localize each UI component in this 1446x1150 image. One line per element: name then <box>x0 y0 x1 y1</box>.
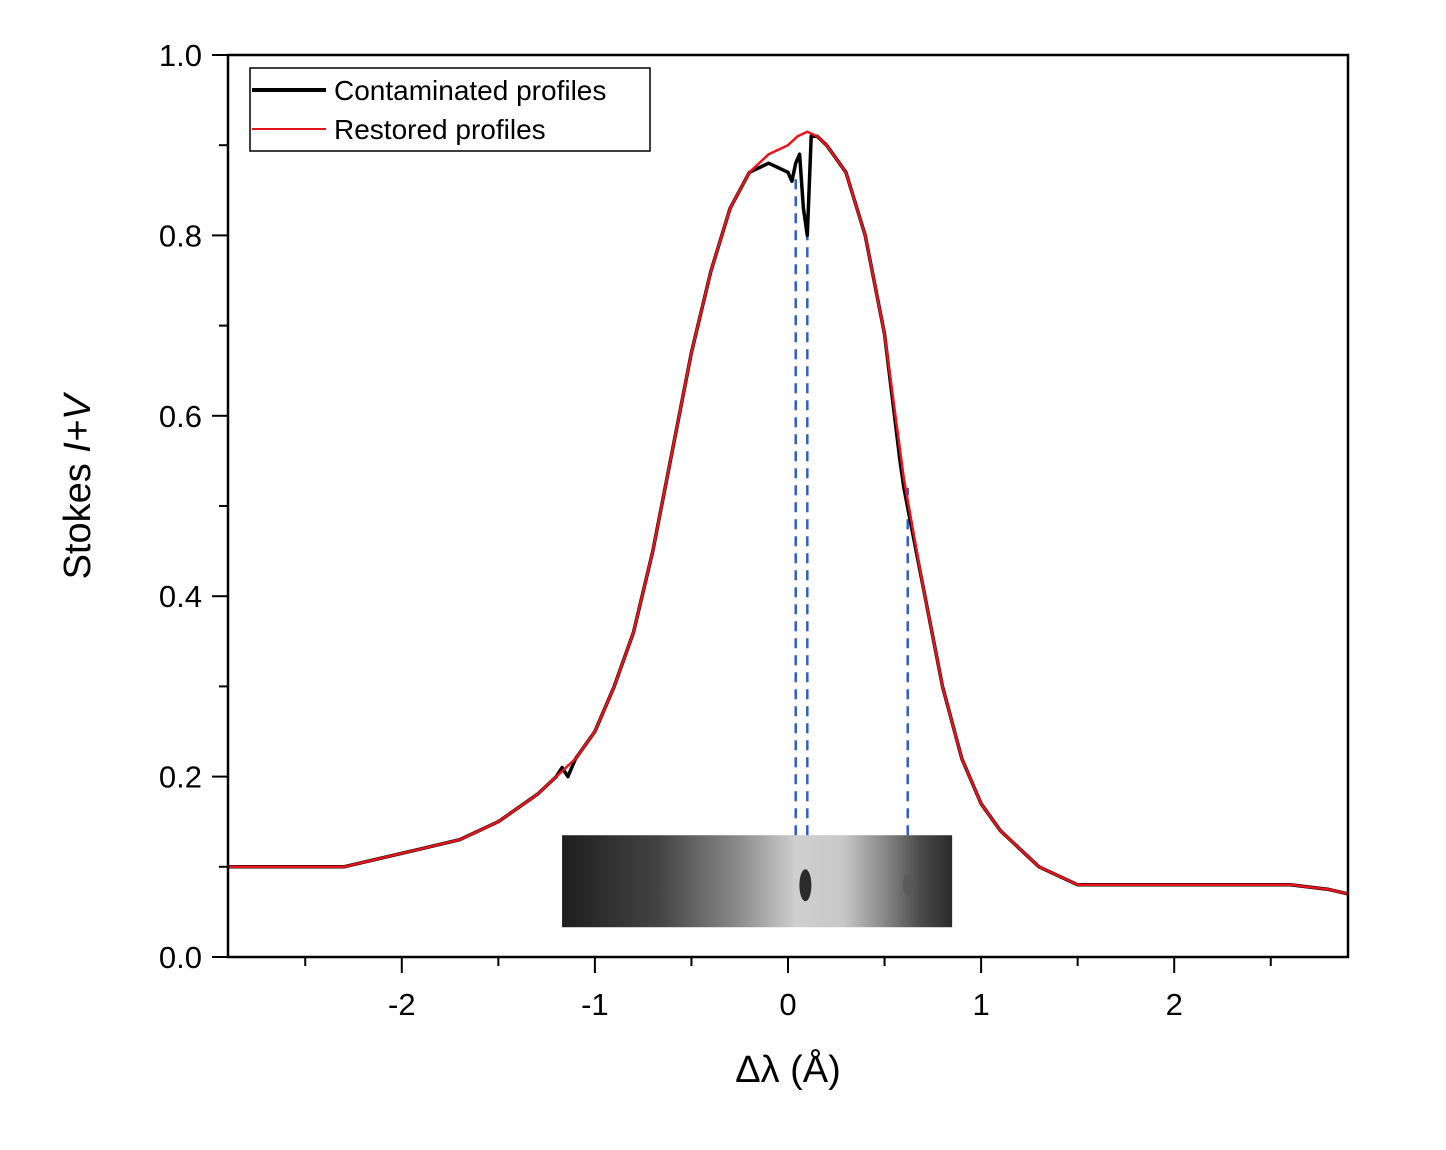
x-axis-ticks: -2 -1 0 1 2 <box>304 957 1272 1022</box>
y-tick-label: 0.2 <box>159 760 202 795</box>
x-tick-label: -1 <box>581 987 609 1022</box>
legend-label-contaminated: Contaminated profiles <box>334 75 606 106</box>
legend: Contaminated profiles Restored profiles <box>249 67 651 152</box>
reference-lines <box>794 172 909 836</box>
spectrum-dark-spot <box>799 869 812 902</box>
spectrum-dark-spot <box>902 874 913 897</box>
legend-label-restored: Restored profiles <box>334 114 546 145</box>
series-line-contaminated <box>228 134 1348 896</box>
legend-box <box>249 67 651 152</box>
y-axis-title: Stokes I+V <box>57 391 99 579</box>
y-tick-label: 0.6 <box>159 399 202 434</box>
plot-frame <box>226 53 1350 959</box>
y-axis-title-prefix: Stokes <box>57 453 99 580</box>
data-series <box>228 130 1348 896</box>
spectrum-inset <box>562 835 953 928</box>
x-axis-title: Δλ (Å) <box>735 1047 841 1091</box>
x-tick-label: 2 <box>1166 987 1183 1022</box>
y-axis-title-italic: I+V <box>57 391 99 453</box>
y-axis-ticks: 0.0 0.2 0.4 0.6 0.8 1.0 <box>159 38 228 975</box>
x-tick-label: -2 <box>388 987 416 1022</box>
y-tick-label: 0.8 <box>159 218 202 253</box>
series-line-restored <box>228 130 1348 896</box>
x-tick-label: 0 <box>779 987 796 1022</box>
spectrum-strip-image <box>562 835 953 928</box>
y-tick-label: 0.0 <box>159 940 202 975</box>
y-tick-label: 1.0 <box>159 38 202 73</box>
x-tick-label: 1 <box>972 987 989 1022</box>
y-tick-label: 0.4 <box>159 579 202 614</box>
